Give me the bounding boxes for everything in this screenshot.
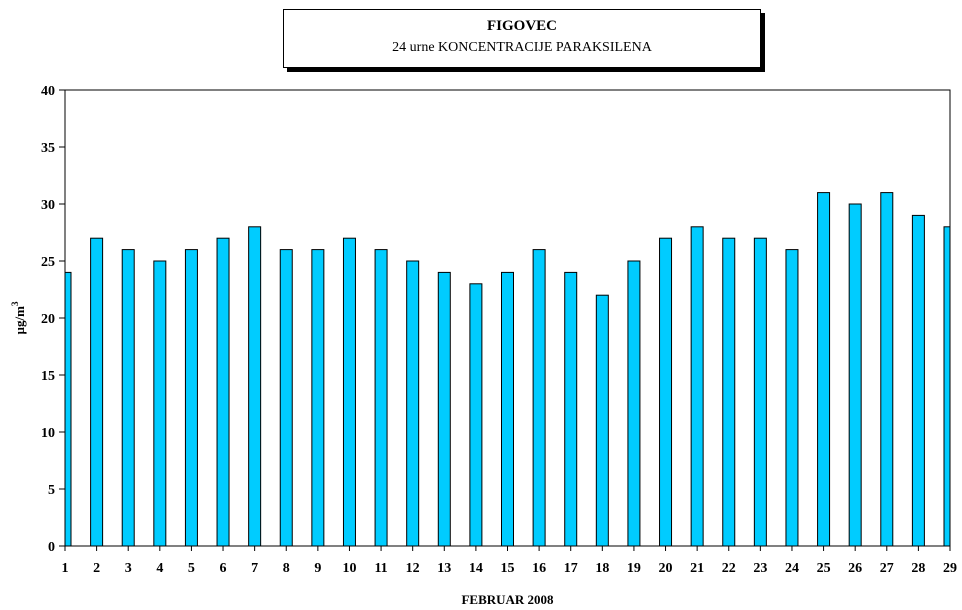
- x-tick-label: 28: [911, 561, 925, 576]
- y-tick-label: 15: [41, 369, 55, 384]
- y-axis-label: µg/m3: [10, 301, 27, 334]
- x-tick-label: 27: [880, 561, 894, 576]
- bar: [311, 249, 325, 547]
- x-tick-label: 10: [342, 561, 356, 576]
- chart-title: FIGOVEC: [486, 18, 557, 34]
- x-tick-label: 3: [125, 561, 132, 576]
- bar: [880, 192, 894, 547]
- bar: [595, 294, 609, 547]
- y-tick-label: 10: [41, 426, 55, 441]
- x-tick-label: 23: [753, 561, 767, 576]
- bar: [248, 226, 262, 547]
- chart-subtitle: 24 urne KONCENTRACIJE PARAKSILENA: [392, 40, 652, 55]
- x-tick-label: 12: [406, 561, 420, 576]
- bar: [911, 214, 925, 547]
- x-axis-label: FEBRUAR 2008: [461, 592, 554, 607]
- x-tick-label: 17: [564, 561, 578, 576]
- y-tick-label: 25: [41, 255, 55, 270]
- x-tick-label: 14: [469, 561, 483, 576]
- x-tick-label: 1: [62, 561, 69, 576]
- bar: [532, 249, 546, 547]
- x-tick-label: 4: [156, 561, 163, 576]
- bar: [184, 249, 198, 547]
- bar: [64, 271, 72, 547]
- x-tick-label: 26: [848, 561, 862, 576]
- bar: [279, 249, 293, 547]
- bar: [690, 226, 704, 547]
- x-tick-label: 15: [501, 561, 515, 576]
- x-tick-label: 24: [785, 561, 799, 576]
- x-tick-label: 13: [437, 561, 451, 576]
- bar: [153, 260, 167, 547]
- y-tick-label: 0: [48, 540, 55, 555]
- x-tick-label: 9: [314, 561, 321, 576]
- y-tick-label: 20: [41, 312, 55, 327]
- bar: [753, 237, 767, 547]
- bar: [627, 260, 641, 547]
- x-tick-label: 6: [220, 561, 227, 576]
- x-tick-label: 21: [690, 561, 704, 576]
- y-axis-label-superscript: 3: [10, 301, 20, 306]
- bar: [817, 192, 831, 547]
- bar: [722, 237, 736, 547]
- bar: [469, 283, 483, 547]
- title-box: FIGOVEC 24 urne KONCENTRACIJE PARAKSILEN…: [283, 9, 761, 68]
- y-axis-label-unit: µg/m: [12, 306, 27, 335]
- x-tick-label: 16: [532, 561, 546, 576]
- x-tick-label: 19: [627, 561, 641, 576]
- bar: [374, 249, 388, 547]
- x-tick-label: 5: [188, 561, 195, 576]
- bar: [943, 226, 951, 547]
- x-tick-label: 20: [659, 561, 673, 576]
- bar: [848, 203, 862, 547]
- bar: [785, 249, 799, 547]
- x-tick-label: 25: [817, 561, 831, 576]
- bar: [342, 237, 356, 547]
- x-tick-label: 2: [93, 561, 100, 576]
- y-tick-label: 35: [41, 141, 55, 156]
- x-tick-label: 7: [251, 561, 258, 576]
- bar: [90, 237, 104, 547]
- bar: [437, 271, 451, 547]
- bar: [659, 237, 673, 547]
- bar: [564, 271, 578, 547]
- y-tick-label: 40: [41, 84, 55, 99]
- bar: [216, 237, 230, 547]
- bar: [501, 271, 514, 547]
- x-tick-label: 22: [722, 561, 736, 576]
- bar: [406, 260, 420, 547]
- x-tick-label: 11: [374, 561, 387, 576]
- x-tick-label: 18: [595, 561, 609, 576]
- x-tick-label: 8: [283, 561, 290, 576]
- bar: [121, 249, 135, 547]
- y-tick-label: 30: [41, 198, 55, 213]
- x-tick-label: 29: [943, 561, 957, 576]
- y-tick-label: 5: [48, 483, 55, 498]
